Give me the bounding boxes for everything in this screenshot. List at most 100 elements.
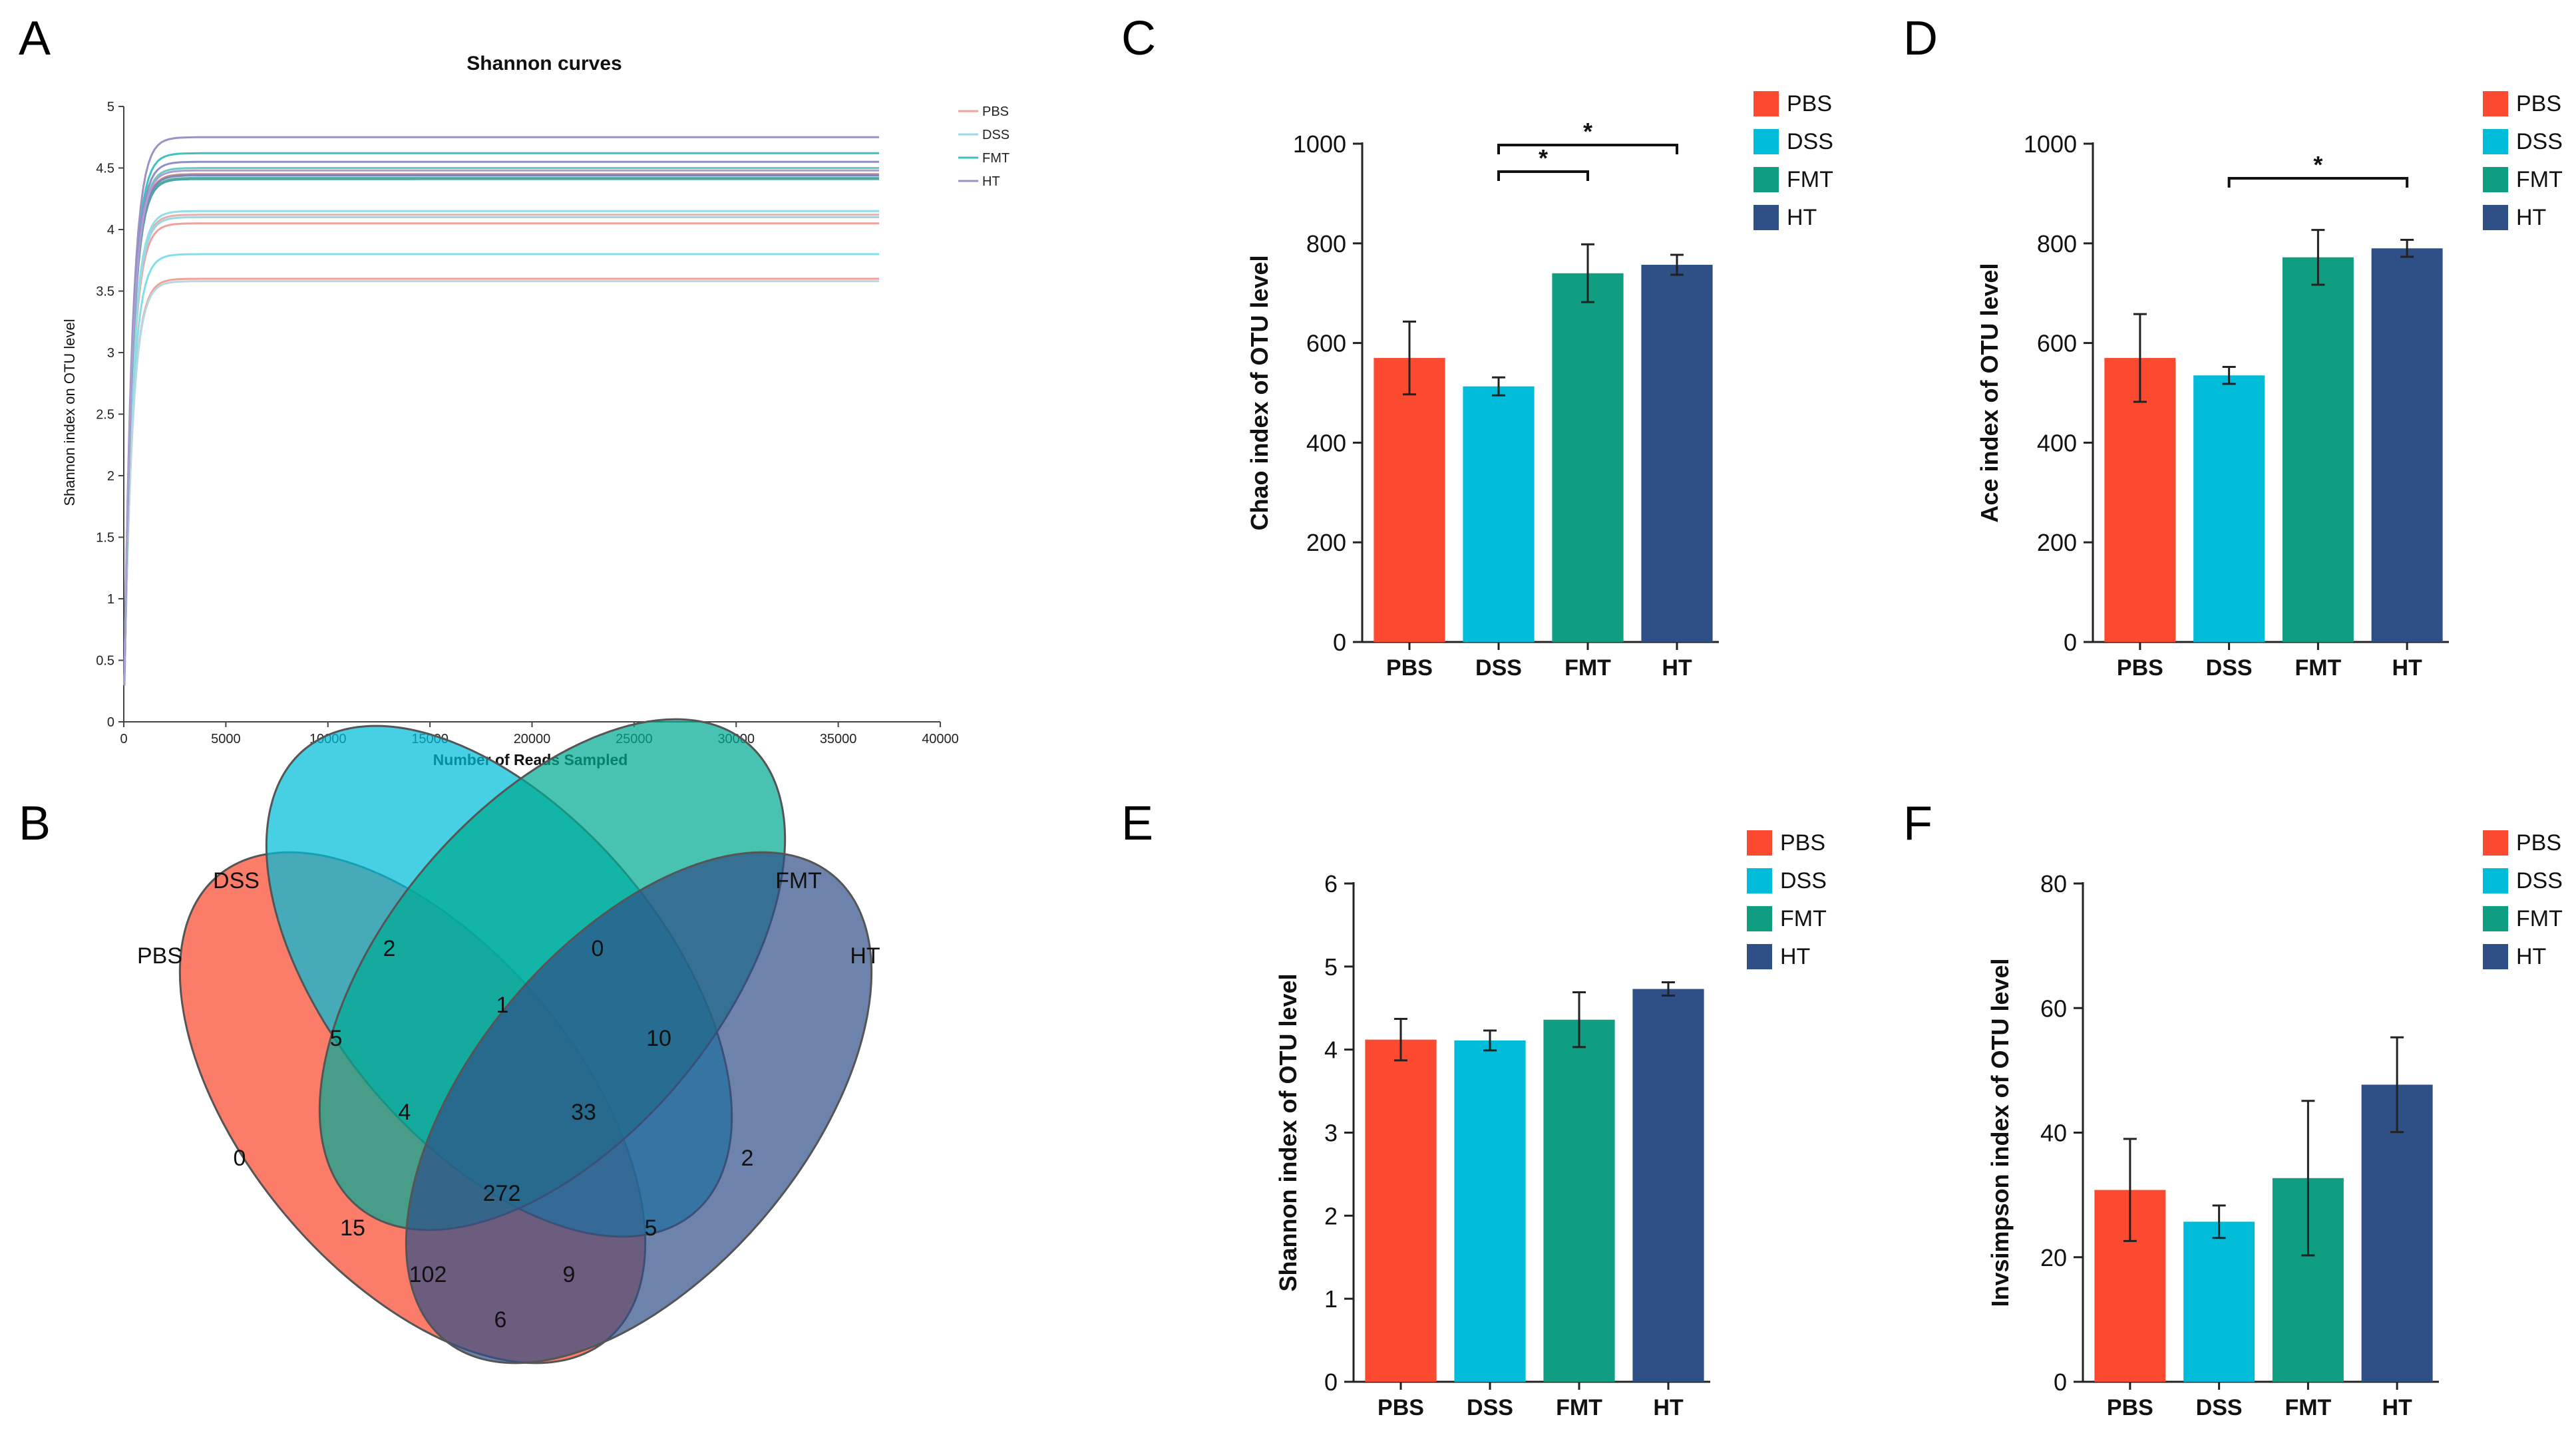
chart-a-x-tick-label: 0 <box>120 732 127 746</box>
panel-d-ace-bar-chart: 0 200 400 600 800 1000 Ace index of OTU level P… <box>1976 91 2563 681</box>
chart-a-legend-label-dss: DSS <box>982 128 1010 142</box>
chart-c-x-tick-label-ht: HT <box>1662 655 1692 681</box>
chart-a-y-tick-label: 2 <box>107 469 114 484</box>
chart-f-legend-swatch-pbs <box>2483 830 2508 856</box>
chart-f-y-tick-label: 20 <box>2040 1244 2067 1271</box>
chart-a-curve-dss-3 <box>123 216 879 686</box>
panel-f-invsimpson-bar-chart: 0 20 40 60 80 Invsimpson index of OTU level PB… <box>1986 830 2563 1420</box>
chart-a-title: Shannon curves <box>466 53 622 75</box>
venn-count-fmt: 0 <box>592 936 604 961</box>
chart-d-y-tick-label: 400 <box>2037 429 2077 456</box>
chart-e-x-tick-label-ht: HT <box>1653 1395 1684 1420</box>
chart-c-y-tick-label: 1000 <box>1293 130 1346 158</box>
chart-a-y-tick-label: 5 <box>107 100 114 114</box>
chart-f-y-tick-label: 0 <box>2054 1368 2067 1396</box>
chart-a-curve-ht-1 <box>123 136 879 686</box>
chart-f-y-tick-label: 80 <box>2040 870 2067 897</box>
chart-d-legend-label-fmt: FMT <box>2516 167 2563 192</box>
chart-d-legend-label-pbs: PBS <box>2516 91 2561 116</box>
panel-label-b: B <box>19 797 51 850</box>
venn-label-dss: DSS <box>213 868 260 893</box>
chart-d-bar-dss <box>2193 375 2265 642</box>
venn-label-fmt: FMT <box>775 868 822 893</box>
chart-e-y-axis-label: Shannon index of OTU level <box>1274 973 1302 1291</box>
chart-c-legend-swatch-dss <box>1753 129 1779 154</box>
chart-f-legend-swatch-dss <box>2483 868 2508 893</box>
chart-c-significance-mark: * <box>1539 144 1548 172</box>
chart-e-legend-swatch-pbs <box>1747 830 1772 856</box>
venn-count-pbs-ht: 6 <box>494 1307 507 1333</box>
chart-e-legend-label-ht: HT <box>1780 944 1810 969</box>
venn-label-ht: HT <box>850 943 880 969</box>
chart-e-legend-label-fmt: FMT <box>1780 906 1827 931</box>
chart-c-y-tick-label: 200 <box>1306 529 1346 556</box>
venn-label-pbs: PBS <box>137 943 182 969</box>
chart-d-bar-fmt <box>2282 257 2354 643</box>
chart-f-x-tick-label-fmt: FMT <box>2285 1395 2331 1420</box>
venn-count-pbs-fmt-ht: 102 <box>409 1262 447 1287</box>
chart-f-y-tick-label: 60 <box>2040 995 2067 1022</box>
chart-d-bar-ht <box>2371 248 2443 642</box>
venn-count-pbs: 0 <box>234 1146 246 1171</box>
chart-f-legend-label-ht: HT <box>2516 944 2546 969</box>
panel-label-e: E <box>1121 797 1153 850</box>
chart-e-bar-dss <box>1454 1040 1526 1382</box>
chart-f-bar-dss <box>2183 1221 2255 1382</box>
chart-a-x-tick-label: 40000 <box>922 732 959 746</box>
chart-e-legend-swatch-ht <box>1747 944 1772 969</box>
chart-a-curve-ht-4 <box>123 169 879 686</box>
chart-c-legend-swatch-pbs <box>1753 91 1779 116</box>
chart-c-y-axis-label: Chao index of OTU level <box>1246 255 1273 530</box>
chart-d-legend-swatch-fmt <box>2483 167 2508 192</box>
chart-a-curve-dss-4 <box>123 280 879 686</box>
chart-c-bar-ht <box>1641 265 1713 643</box>
chart-f-x-tick-label-ht: HT <box>2382 1395 2412 1420</box>
chart-e-legend-label-pbs: PBS <box>1780 830 1825 856</box>
chart-f-legend-label-pbs: PBS <box>2516 830 2561 856</box>
panel-label-d: D <box>1903 12 1938 65</box>
chart-c-legend-label-ht: HT <box>1787 205 1817 230</box>
chart-e-legend-swatch-dss <box>1747 868 1772 893</box>
chart-e-bar-pbs <box>1365 1039 1437 1382</box>
chart-e-y-tick-label: 1 <box>1324 1285 1338 1313</box>
chart-a-legend-label-pbs: PBS <box>982 104 1009 119</box>
chart-a-curve-fmt-3 <box>123 167 879 686</box>
chart-a-y-tick-label: 3 <box>107 346 114 361</box>
chart-d-y-tick-label: 600 <box>2037 330 2077 357</box>
panel-label-f: F <box>1903 797 1932 850</box>
chart-c-legend-swatch-ht <box>1753 205 1779 230</box>
chart-c-bar-dss <box>1463 386 1535 642</box>
panel-a-shannon-curves: Shannon curves 0500010000150002000025000… <box>61 53 1010 768</box>
chart-a-curve-fmt-1 <box>123 152 879 686</box>
venn-count-pbs-fmt: 15 <box>340 1215 365 1241</box>
chart-f-legend-swatch-ht <box>2483 944 2508 969</box>
chart-d-legend-swatch-pbs <box>2483 91 2508 116</box>
chart-a-y-tick-label: 1 <box>107 592 114 607</box>
chart-a-legend-label-ht: HT <box>982 174 1000 189</box>
chart-d-y-tick-label: 800 <box>2037 230 2077 257</box>
chart-a-y-tick-label: 4 <box>107 223 114 238</box>
chart-f-bar-ht <box>2361 1084 2433 1382</box>
chart-a-y-tick-label: 0 <box>107 715 114 730</box>
chart-c-bar-pbs <box>1374 358 1445 642</box>
chart-c-bar-fmt <box>1552 273 1624 642</box>
venn-count-fmt-ht: 10 <box>646 1026 671 1051</box>
venn-count-all: 272 <box>483 1181 521 1206</box>
chart-f-legend-label-fmt: FMT <box>2516 906 2563 931</box>
chart-d-legend-swatch-ht <box>2483 205 2508 230</box>
chart-d-bar-pbs <box>2104 358 2176 642</box>
chart-a-y-axis-label: Shannon index on OTU level <box>61 319 78 506</box>
venn-count-dss-fmt: 1 <box>496 993 509 1018</box>
chart-c-y-tick-label: 600 <box>1306 330 1346 357</box>
chart-d-x-tick-label-ht: HT <box>2392 655 2422 681</box>
chart-c-x-tick-label-pbs: PBS <box>1386 655 1433 681</box>
chart-a-curve-ht-2 <box>123 160 879 686</box>
chart-c-x-tick-label-dss: DSS <box>1475 655 1522 681</box>
venn-set-ht <box>405 851 873 1364</box>
chart-d-legend-label-ht: HT <box>2516 205 2546 230</box>
venn-count-dss-ht: 5 <box>645 1215 657 1241</box>
panel-b-venn: DSS PBS FMT HT 2 0 0 2 5 1 10 4 33 272 1… <box>137 718 880 1364</box>
chart-c-significance-bracket <box>1497 170 1589 181</box>
chart-a-curve-pbs-1 <box>123 222 879 686</box>
chart-e-y-tick-label: 3 <box>1324 1120 1338 1147</box>
